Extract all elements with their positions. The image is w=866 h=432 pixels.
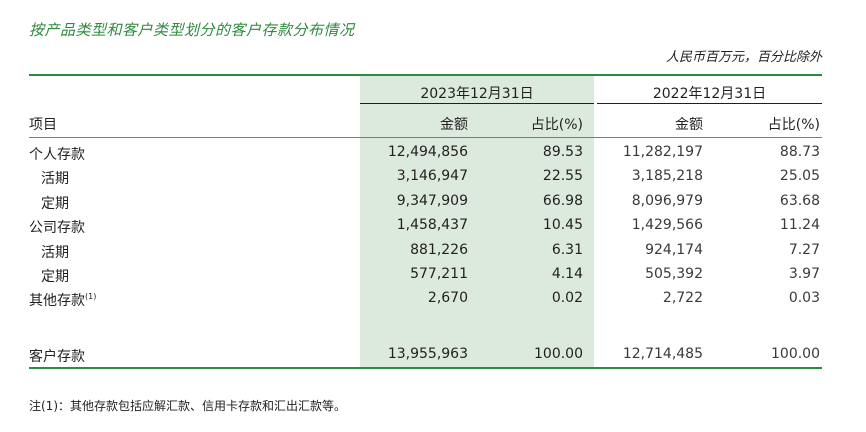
- period-underline-2023: [360, 103, 594, 104]
- total-label: 客户存款: [29, 349, 85, 365]
- cell-amount-2023: 1,458,437: [396, 217, 468, 233]
- cell-ratio-2023: 89.53: [542, 144, 583, 160]
- header-ratio-2022: 占比(%): [767, 117, 820, 133]
- cell-amount-2022: 505,392: [645, 266, 703, 282]
- highlight-column-2023: [360, 76, 594, 368]
- cell-ratio-2023: 0.02: [551, 290, 583, 306]
- table-title: 按产品类型和客户类型划分的客户存款分布情况: [29, 21, 355, 39]
- header-item: 项目: [29, 117, 57, 133]
- cell-amount-2023: 3,146,947: [396, 168, 468, 184]
- cell-ratio-2023: 6.31: [551, 242, 583, 258]
- cell-ratio-2022: 88.73: [779, 144, 820, 160]
- cell-ratio-2023: 66.98: [542, 193, 583, 209]
- period-header-2022: 2022年12月31日: [652, 86, 767, 102]
- cell-amount-2022: 11,282,197: [622, 144, 703, 160]
- cell-amount-2022: 2,722: [662, 290, 703, 306]
- cell-amount-2023: 577,211: [410, 266, 468, 282]
- header-amount-2023: 金额: [440, 117, 468, 133]
- header-ratio-2023: 占比(%): [530, 117, 583, 133]
- row-label: 定期: [41, 269, 69, 285]
- row-label: 公司存款: [29, 220, 85, 236]
- unit-note: 人民币百万元，百分比除外: [665, 50, 822, 65]
- cell-ratio-2023: 10.45: [542, 217, 583, 233]
- cell-ratio-2022: 11.24: [779, 217, 820, 233]
- cell-amount-2022: 924,174: [645, 242, 703, 258]
- cell-ratio-2023: 4.14: [551, 266, 583, 282]
- cell-amount-2022: 3,185,218: [631, 168, 703, 184]
- cell-amount-2023: 12,494,856: [387, 144, 468, 160]
- period-underline-2022: [597, 103, 822, 104]
- total-ratio-2023: 100.00: [534, 346, 583, 362]
- bottom-rule: [29, 367, 822, 369]
- header-rule: [29, 137, 822, 138]
- total-ratio-2022: 100.00: [771, 346, 820, 362]
- cell-ratio-2022: 25.05: [779, 168, 820, 184]
- row-label: 个人存款: [29, 147, 85, 163]
- total-amount-2022: 12,714,485: [622, 346, 703, 362]
- cell-amount-2022: 1,429,566: [631, 217, 703, 233]
- total-amount-2023: 13,955,963: [387, 346, 468, 362]
- row-label-text: 其他存款: [29, 293, 85, 309]
- cell-amount-2023: 2,670: [427, 290, 468, 306]
- period-header-2023: 2023年12月31日: [420, 86, 534, 102]
- header-amount-2022: 金额: [675, 117, 703, 133]
- footnote-marker: (1): [85, 292, 97, 301]
- row-label: 活期: [41, 171, 69, 187]
- cell-amount-2023: 881,226: [410, 242, 468, 258]
- cell-amount-2022: 8,096,979: [631, 193, 703, 209]
- cell-ratio-2023: 22.55: [542, 168, 583, 184]
- footnote: 注(1)：其他存款包括应解汇款、信用卡存款和汇出汇款等。: [29, 399, 347, 413]
- cell-ratio-2022: 3.97: [788, 266, 820, 282]
- cell-ratio-2022: 7.27: [788, 242, 820, 258]
- row-label: 活期: [41, 245, 69, 261]
- cell-amount-2023: 9,347,909: [396, 193, 468, 209]
- cell-ratio-2022: 63.68: [779, 193, 820, 209]
- row-label: 定期: [41, 196, 69, 212]
- top-rule: [29, 74, 822, 76]
- cell-ratio-2022: 0.03: [788, 290, 820, 306]
- row-label: 其他存款(1): [29, 290, 96, 310]
